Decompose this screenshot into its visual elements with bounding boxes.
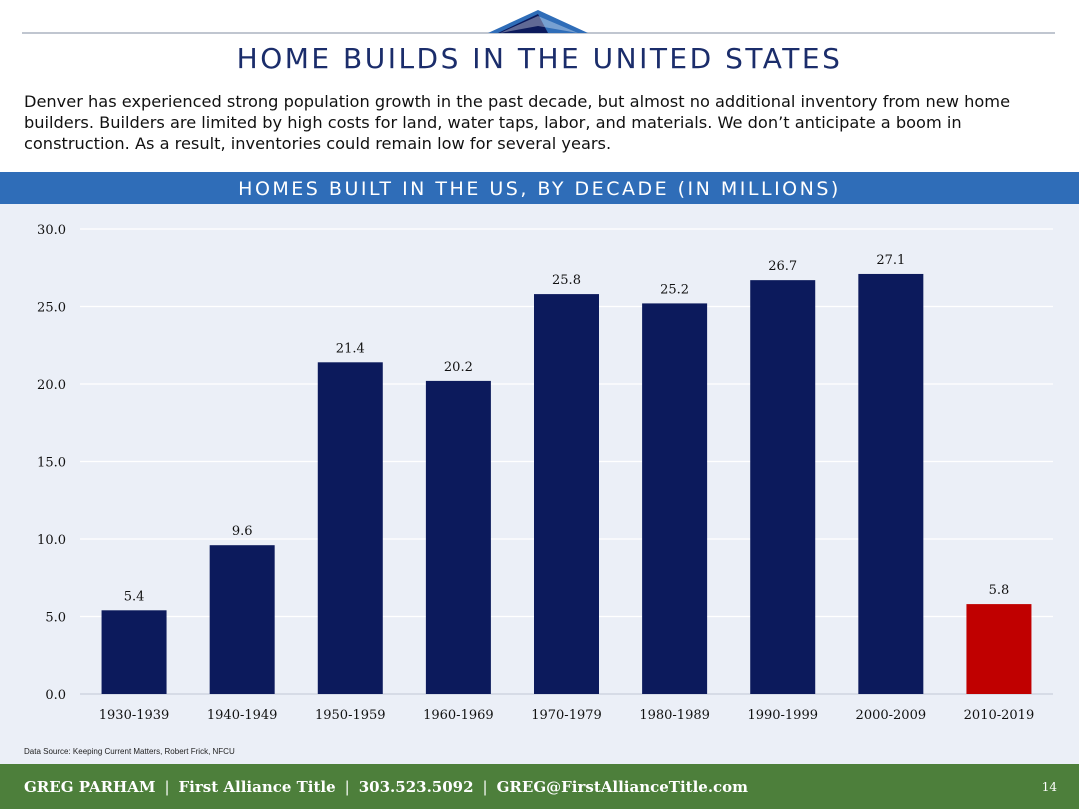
chart-area: 0.0 5.0 10.0 15.0 20.0 25.0 30.0 5.4 1930-1939 9.… bbox=[0, 204, 1079, 764]
y-tick-label: 20.0 bbox=[37, 378, 66, 393]
x-tick-label: 2010-2019 bbox=[964, 708, 1035, 723]
bar-1980-1989 bbox=[642, 303, 708, 694]
data-label: 21.4 bbox=[336, 341, 365, 356]
footer-name: GREG PARHAM bbox=[24, 778, 156, 796]
data-label: 9.6 bbox=[232, 524, 253, 539]
x-tick-label: 1950-1959 bbox=[315, 708, 386, 723]
bar-2010-2019 bbox=[966, 604, 1032, 694]
footer-email[interactable]: GREG@FirstAllianceTitle.com bbox=[496, 778, 749, 796]
x-tick-label: 1940-1949 bbox=[207, 708, 278, 723]
bar-2000-2009 bbox=[858, 273, 924, 694]
y-tick-label: 25.0 bbox=[37, 301, 66, 316]
y-tick-label: 0.0 bbox=[45, 688, 66, 703]
bar-1960-1969 bbox=[425, 380, 491, 694]
header-logo-band bbox=[0, 0, 1079, 40]
bar-1950-1959 bbox=[317, 362, 383, 694]
footer-contact: GREG PARHAM | First Alliance Title | 303.523… bbox=[24, 778, 748, 796]
intro-paragraph: Denver has experienced strong population… bbox=[24, 92, 1011, 153]
x-tick-label: 1970-1979 bbox=[531, 708, 602, 723]
data-label: 25.2 bbox=[660, 282, 689, 297]
footer-company: First Alliance Title bbox=[178, 778, 336, 796]
page-title: HOME BUILDS IN THE UNITED STATES bbox=[236, 42, 843, 75]
logo-chevron-icon bbox=[22, 10, 1055, 34]
x-tick-label: 2000-2009 bbox=[856, 708, 927, 723]
bar-chart: 0.0 5.0 10.0 15.0 20.0 25.0 30.0 5.4 1930-1939 9.… bbox=[37, 223, 1053, 723]
y-tick-label: 15.0 bbox=[37, 456, 66, 471]
x-tick-label: 1930-1939 bbox=[99, 708, 170, 723]
page-number: 14 bbox=[1041, 780, 1057, 794]
bar-1990-1999 bbox=[750, 280, 816, 694]
footer-separator: | bbox=[482, 778, 488, 796]
x-tick-label: 1980-1989 bbox=[639, 708, 710, 723]
data-label: 5.8 bbox=[989, 583, 1010, 598]
y-tick-label: 30.0 bbox=[37, 223, 66, 238]
data-label: 25.8 bbox=[552, 273, 581, 288]
chart-title: HOMES BUILT IN THE US, BY DECADE (IN MIL… bbox=[0, 172, 1079, 204]
data-label: 5.4 bbox=[124, 589, 145, 604]
bar-1940-1949 bbox=[209, 545, 275, 694]
data-label: 20.2 bbox=[444, 360, 473, 375]
x-tick-label: 1990-1999 bbox=[747, 708, 818, 723]
bar-1930-1939 bbox=[101, 610, 167, 694]
footer-bar: GREG PARHAM | First Alliance Title | 303.523… bbox=[0, 764, 1079, 809]
x-tick-label: 1960-1969 bbox=[423, 708, 494, 723]
footer-phone: 303.523.5092 bbox=[358, 778, 474, 796]
footer-separator: | bbox=[164, 778, 170, 796]
y-tick-label: 5.0 bbox=[45, 611, 66, 626]
footer-separator: | bbox=[344, 778, 350, 796]
data-source-note: Data Source: Keeping Current Matters, Ro… bbox=[24, 747, 235, 756]
data-label: 27.1 bbox=[876, 253, 905, 268]
data-label: 26.7 bbox=[768, 259, 797, 274]
bar-1970-1979 bbox=[534, 294, 599, 694]
y-tick-label: 10.0 bbox=[37, 533, 66, 548]
